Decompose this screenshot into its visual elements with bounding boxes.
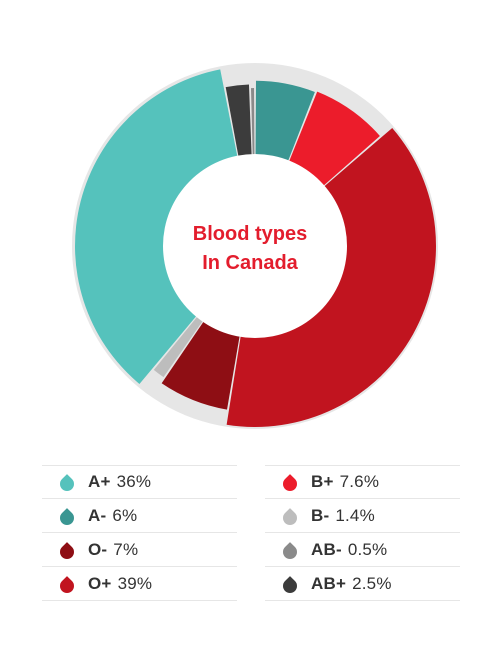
legend-value: 2.5%	[352, 573, 392, 593]
blood-drop-icon	[57, 575, 77, 596]
chart-title-line-1: Blood types	[193, 223, 307, 245]
legend-label: O-	[88, 539, 108, 559]
legend-item-a-pos: A+ 36%	[42, 465, 237, 499]
blood-drop-icon	[280, 507, 300, 528]
legend-label: A-	[88, 505, 107, 525]
legend-item-ab-pos: AB+ 2.5%	[265, 567, 460, 601]
slice-ab-neg	[250, 88, 255, 156]
slice-a-negpos	[75, 69, 238, 384]
blood-drop-icon	[57, 507, 77, 528]
slice-a-neg	[255, 80, 315, 162]
legend-value: 7.6%	[339, 472, 380, 491]
slice-o-negpos	[226, 127, 436, 427]
blood-drop-icon	[57, 541, 77, 562]
legend-value: 6%	[112, 505, 138, 525]
legend-label: B+	[311, 472, 334, 491]
legend-label: A+	[88, 472, 111, 491]
legend-item-a-neg: A- 6%	[42, 499, 237, 533]
slice-ab-negpos	[225, 84, 252, 157]
legend-label: AB+	[311, 573, 347, 593]
legend-item-ab-neg: AB- 0.5%	[265, 533, 460, 567]
legend-value: 39%	[117, 573, 153, 593]
center-hole	[163, 154, 347, 338]
legend-label: O+	[88, 573, 112, 593]
slice-b-neg	[153, 316, 203, 378]
slice-o-neg	[161, 321, 240, 410]
legend-item-o-neg: O- 7%	[42, 533, 237, 567]
blood-drop-icon	[280, 474, 300, 494]
legend-value: 1.4%	[335, 505, 375, 525]
blood-drop-icon	[57, 474, 77, 494]
legend-value: 36%	[116, 472, 152, 491]
legend-item-b-neg: B- 1.4%	[265, 499, 460, 533]
slice-b-negpos	[289, 91, 380, 186]
legend: A+ 36% B+ 7.6% A- 6% B- 1.4% O- 7% AB- 0.5% O+…	[42, 465, 462, 601]
legend-value: 0.5%	[347, 539, 388, 559]
blood-drop-icon	[280, 541, 300, 562]
legend-label: AB-	[311, 539, 342, 559]
legend-label: B-	[311, 505, 330, 525]
legend-item-b-pos: B+ 7.6%	[265, 465, 460, 499]
blood-drop-icon	[280, 575, 300, 596]
donut-chart: Blood types In Canada	[72, 63, 438, 429]
legend-item-o-pos: O+ 39%	[42, 567, 237, 601]
legend-value: 7%	[113, 539, 139, 559]
chart-title-line-2: In Canada	[202, 252, 298, 274]
